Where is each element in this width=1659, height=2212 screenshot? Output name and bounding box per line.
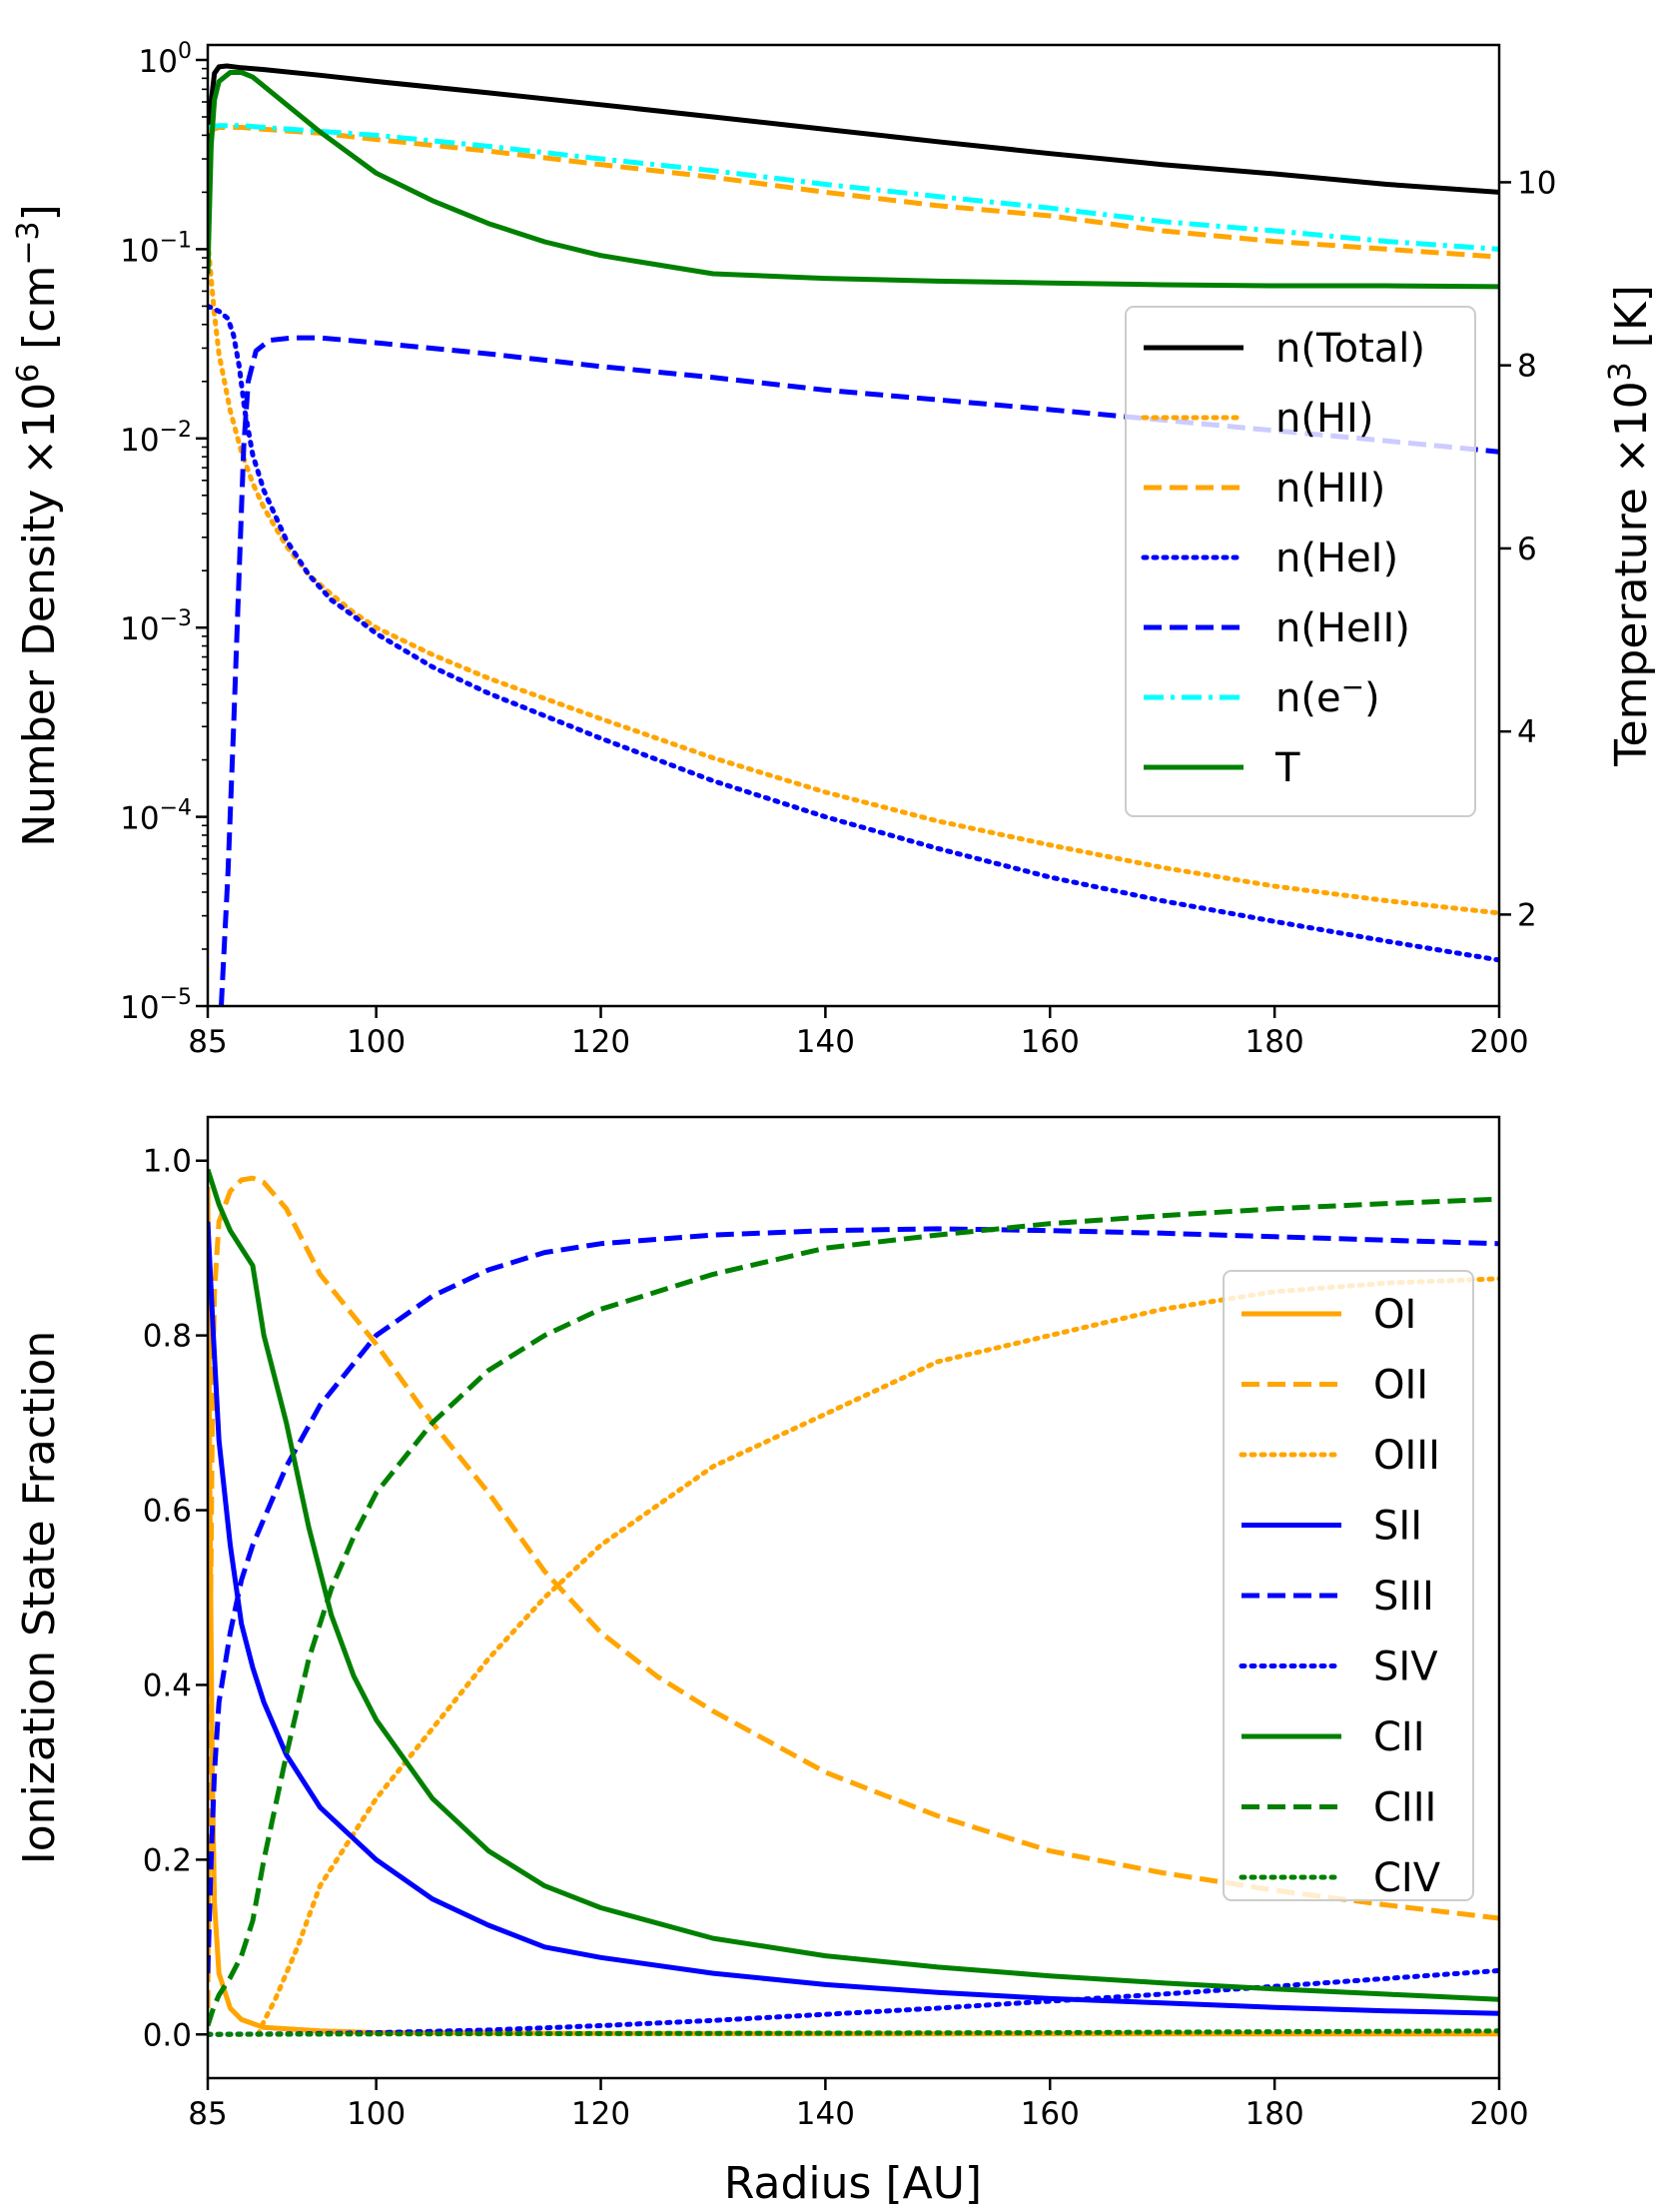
top-legend: n(Total) n(HI) n(HII) n(HeI) n(HeII) n(e−) T (1125, 306, 1476, 817)
bot-legend-label-siv: SIV (1373, 1645, 1438, 1690)
top-y-axis-right: 2 4 6 8 10 (1499, 165, 1556, 933)
top-series-n-hei (208, 303, 1499, 963)
top-legend-label-n-hei: n(HeI) (1275, 536, 1398, 581)
top-y-axis-left: 100 10−1 10−2 10−3 10−4 10−5 (120, 39, 208, 1026)
bot-ytick-label: 0.4 (143, 1667, 192, 1703)
top-legend-frame (1125, 306, 1476, 817)
top-xtick-label: 160 (1021, 1024, 1080, 1060)
top-legend-label-n-hi: n(HI) (1275, 396, 1373, 442)
top-legend-label-t: T (1274, 745, 1300, 791)
top-legend-label-n-e: n(e−) (1275, 670, 1380, 721)
bot-ytick-label: 0.2 (143, 1842, 192, 1878)
bot-xtick-label: 160 (1021, 2096, 1080, 2132)
bot-ytick-label: 0.0 (143, 2017, 192, 2053)
bot-xtick-label: 200 (1469, 2096, 1528, 2132)
top-plot-frame (206, 43, 1501, 1008)
bot-series-cii (208, 1168, 1499, 2002)
top-xtick-label: 100 (347, 1024, 406, 1060)
bot-series-oiii (256, 1276, 1499, 2037)
top-legend-label-n-total: n(Total) (1275, 326, 1425, 372)
top-panel-number-density: 85 100 120 140 160 180 200 100 10−1 10−2 10−3 10−4… (11, 39, 1657, 1060)
top-ytick-label: 10−4 (120, 796, 192, 837)
bot-legend-label-sii: SII (1373, 1504, 1422, 1550)
bot-legend-label-ciii: CIII (1373, 1785, 1436, 1831)
bot-legend-label-oi: OI (1373, 1292, 1416, 1338)
bot-legend-label-oii: OII (1373, 1363, 1428, 1409)
bot-ytick-label: 1.0 (143, 1144, 192, 1180)
bottom-plot-frame (206, 1115, 1501, 2080)
top-x-axis: 85 100 120 140 160 180 200 (188, 1006, 1529, 1060)
bot-legend-label-civ: CIV (1373, 1855, 1441, 1901)
top-series-n-e (208, 123, 1499, 252)
top-legend-label-n-heii: n(HeII) (1275, 605, 1410, 651)
bot-legend-label-siii: SIII (1373, 1574, 1434, 1620)
top-series-t (208, 70, 1499, 290)
top-xtick-label: 180 (1245, 1024, 1304, 1060)
top-y2-axis-label: Temperature ×103 [K] (1603, 285, 1657, 767)
bottom-y-axis-label: Ionization State Fraction (14, 1331, 65, 1864)
top-ytick-label: 10−1 (120, 228, 192, 269)
top-y2tick-label: 6 (1517, 532, 1537, 567)
bot-xtick-label: 85 (188, 2096, 227, 2132)
top-xtick-label: 120 (571, 1024, 630, 1060)
top-y2tick-label: 10 (1517, 165, 1556, 201)
bottom-x-axis-label: Radius [AU] (724, 2158, 982, 2209)
bot-xtick-label: 140 (796, 2096, 855, 2132)
top-ytick-label: 100 (139, 39, 192, 80)
top-series-lines (208, 63, 1499, 1006)
bottom-y-axis: 0.0 0.2 0.4 0.6 0.8 1.0 (143, 1144, 208, 2053)
top-xtick-label: 85 (188, 1024, 227, 1060)
top-y-axis-label: Number Density ×106 [cm−3] (11, 204, 65, 847)
bottom-legend-frame (1223, 1270, 1474, 1901)
bottom-x-axis: 85 100 120 140 160 180 200 (188, 2078, 1529, 2132)
top-series-n-total (208, 63, 1499, 195)
top-xtick-label: 140 (796, 1024, 855, 1060)
bot-series-ciii (208, 1196, 1499, 2027)
bot-legend-label-oiii: OIII (1373, 1433, 1440, 1479)
top-xtick-label: 200 (1469, 1024, 1528, 1060)
top-ytick-label: 10−5 (120, 985, 192, 1026)
top-y2tick-label: 4 (1517, 714, 1537, 750)
top-series-n-hii (208, 125, 1499, 260)
bot-xtick-label: 100 (347, 2096, 406, 2132)
bot-legend-label-cii: CII (1373, 1714, 1425, 1760)
bottom-legend: OI OII OIII SII SIII SIV CII CIII CIV (1223, 1270, 1474, 1901)
bottom-panel-ionization-fraction: 85 100 120 140 160 180 200 0.00.20.40.60.81.0 … (14, 1115, 1529, 2209)
bot-ytick-label: 0.8 (143, 1319, 192, 1355)
bot-series-sii (208, 1221, 1499, 2016)
bot-xtick-label: 120 (571, 2096, 630, 2132)
top-y2tick-label: 8 (1517, 349, 1537, 385)
bot-series-civ (208, 2028, 1499, 2037)
bottom-series-lines (208, 1168, 1499, 2037)
top-series-n-hi (208, 239, 1499, 916)
top-ytick-label: 10−3 (120, 606, 192, 647)
bot-xtick-label: 180 (1245, 2096, 1304, 2132)
top-y2tick-label: 2 (1517, 897, 1537, 933)
top-ytick-label: 10−2 (120, 418, 192, 459)
top-legend-label-n-hii: n(HII) (1275, 466, 1385, 512)
bot-series-siii (208, 1226, 1499, 1974)
bot-ytick-label: 0.6 (143, 1494, 192, 1530)
